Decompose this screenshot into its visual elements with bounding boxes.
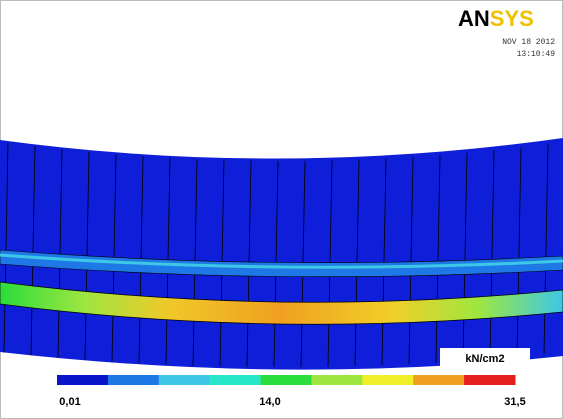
color-band	[413, 375, 464, 385]
panel	[0, 138, 563, 370]
logo: ANSYS	[458, 6, 534, 31]
screenshot: ANSYS NOV 18 2012 13:10:49 kN/cm2 0,01 14…	[0, 0, 563, 419]
color-band	[210, 375, 261, 385]
legend-label: 0,01	[59, 396, 80, 408]
color-bar	[57, 375, 516, 385]
legend-unit: kN/cm2	[465, 353, 504, 365]
color-band	[57, 375, 108, 385]
legend-label: 14,0	[259, 396, 280, 408]
color-band	[108, 375, 159, 385]
legend-label: 31,5	[504, 396, 525, 408]
color-band	[464, 375, 515, 385]
time: 13:10:49	[517, 50, 556, 59]
result-view: ANSYS NOV 18 2012 13:10:49 kN/cm2 0,01 14…	[0, 0, 563, 419]
color-band	[362, 375, 413, 385]
color-band	[261, 375, 312, 385]
date: NOV 18 2012	[502, 38, 555, 47]
color-band	[311, 375, 362, 385]
color-band	[159, 375, 210, 385]
